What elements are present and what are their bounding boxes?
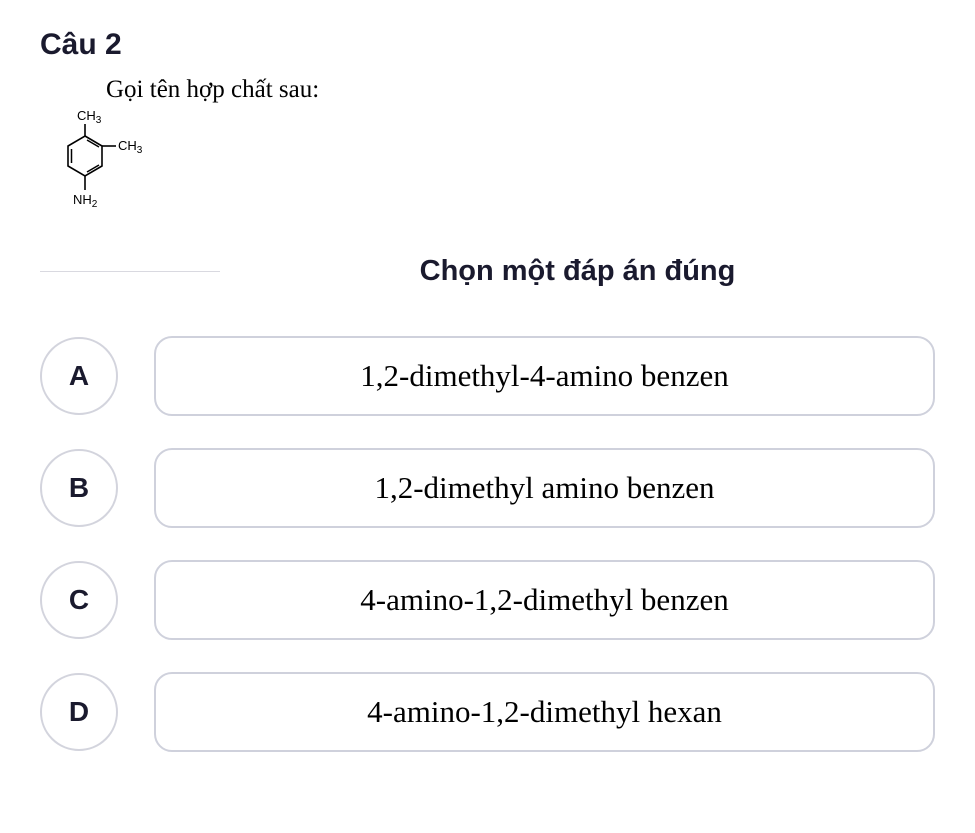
option-letter-d[interactable]: D — [40, 673, 118, 751]
question-title: Câu 2 — [40, 28, 935, 62]
instruction-text: Chọn một đáp án đúng — [220, 255, 935, 288]
option-text-b[interactable]: 1,2-dimethyl amino benzen — [154, 448, 935, 528]
instruction-row: Chọn một đáp án đúng — [40, 255, 935, 288]
question-prompt: Gọi tên hợp chất sau: — [106, 76, 935, 104]
molecule-structure: CH3 CH3 NH2 — [40, 106, 935, 227]
label-top: CH3 — [77, 108, 102, 126]
option-letter-b[interactable]: B — [40, 449, 118, 527]
option-d[interactable]: D 4-amino-1,2-dimethyl hexan — [40, 672, 935, 752]
option-a[interactable]: A 1,2-dimethyl-4-amino benzen — [40, 336, 935, 416]
label-right: CH3 — [118, 138, 143, 156]
question-container: Câu 2 Gọi tên hợp chất sau: CH3 CH3 NH2 — [0, 0, 975, 792]
molecule-svg: CH3 CH3 NH2 — [40, 106, 160, 222]
option-letter-c[interactable]: C — [40, 561, 118, 639]
option-c[interactable]: C 4-amino-1,2-dimethyl benzen — [40, 560, 935, 640]
divider-line-left — [40, 271, 220, 272]
option-text-c[interactable]: 4-amino-1,2-dimethyl benzen — [154, 560, 935, 640]
option-text-d[interactable]: 4-amino-1,2-dimethyl hexan — [154, 672, 935, 752]
option-b[interactable]: B 1,2-dimethyl amino benzen — [40, 448, 935, 528]
label-bottom: NH2 — [73, 192, 98, 210]
options-list: A 1,2-dimethyl-4-amino benzen B 1,2-dime… — [40, 336, 935, 752]
benzene-ring — [68, 136, 102, 176]
option-text-a[interactable]: 1,2-dimethyl-4-amino benzen — [154, 336, 935, 416]
option-letter-a[interactable]: A — [40, 337, 118, 415]
